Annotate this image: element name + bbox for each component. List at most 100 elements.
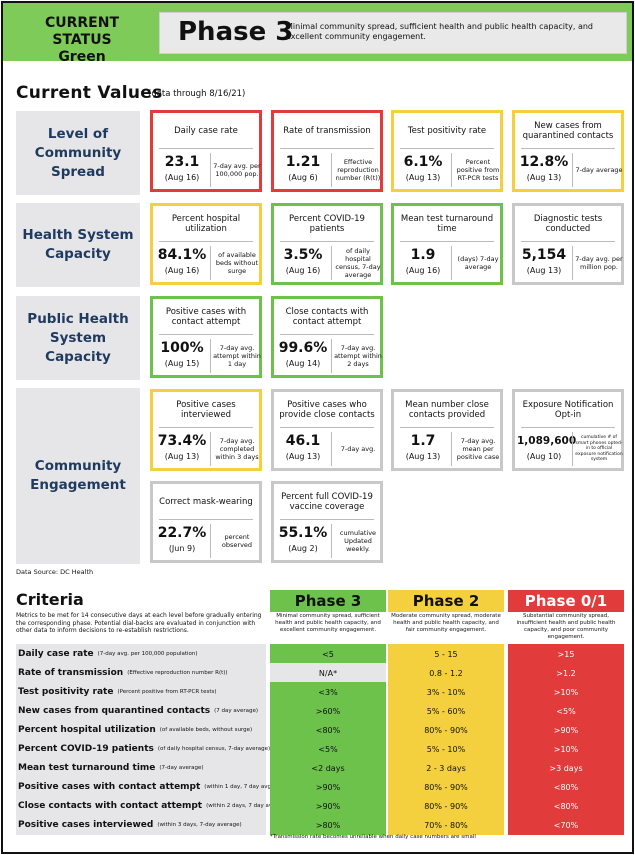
criteria-label: Percent hospital utilization (of availabl… (16, 720, 266, 740)
card-exposure-notification: Exposure Notification Opt-in 1,089,600 (… (512, 389, 624, 471)
criteria-row: New cases from quarantined contacts (7 da… (16, 701, 624, 721)
card-title: Percent COVID-19 patients (289, 214, 365, 234)
card-title: Percent full COVID-19 vaccine coverage (281, 492, 373, 512)
phase-2-threshold: 80% - 90% (388, 777, 504, 797)
criteria-metric: Percent COVID-19 patients (18, 744, 154, 754)
data-through-note: (data through 8/16/21) (148, 89, 246, 99)
card-value: 1.9 (410, 247, 436, 263)
phase-0-1-header: Phase 0/1 (508, 590, 624, 612)
card-value: 1.21 (285, 154, 321, 170)
card-diagnostic-tests: Diagnostic tests conducted 5,154 (Aug 13… (512, 203, 624, 285)
divider (210, 432, 211, 466)
phase-3-threshold: N/A* (270, 663, 386, 683)
card-title: Positive cases interviewed (176, 400, 236, 420)
phase-2-threshold: 5% - 10% (388, 739, 504, 759)
criteria-metric: Percent hospital utilization (18, 725, 156, 735)
card-title: Rate of transmission (283, 126, 371, 136)
card-value: 23.1 (164, 154, 200, 170)
criteria-row: Rate of transmission (Effective reproduct… (16, 663, 624, 683)
phase-3-threshold: <5% (270, 739, 386, 759)
divider (572, 153, 573, 187)
card-title: New cases from quarantined contacts (522, 121, 614, 141)
card-title: Positive cases who provide close contact… (279, 400, 375, 420)
divider (210, 246, 211, 280)
criteria-title: Criteria (16, 590, 84, 609)
criteria-label: Percent COVID-19 patients (of daily hospi… (16, 739, 270, 759)
card-description: (days) 7-day average (457, 255, 499, 271)
group-community-spread: Level of Community Spread (16, 111, 140, 195)
card-description: Percent positive from RT-PCR tests (456, 158, 500, 182)
phase-3-threshold: <5 (270, 644, 386, 664)
divider (451, 153, 452, 187)
criteria-qualifier: (Percent positive from RT-PCR tests) (117, 689, 217, 695)
phase-3-threshold: >60% (270, 701, 386, 721)
group-public-health: Public Health System Capacity (16, 296, 140, 380)
card-contact-attempt: Positive cases with contact attempt 100%… (150, 296, 262, 378)
card-date: (Aug 13) (526, 266, 562, 275)
card-value: 12.8% (519, 154, 569, 170)
criteria-metric: New cases from quarantined contacts (18, 706, 211, 716)
divider (521, 148, 615, 149)
divider (210, 153, 211, 187)
phase-2-threshold: 0.8 - 1.2 (388, 663, 504, 683)
criteria-qualifier: (of daily hospital census, 7-day average… (157, 746, 271, 752)
card-description: Effective reproduction number (R(t)) (335, 158, 381, 182)
divider (331, 339, 332, 373)
phase-3-threshold: <80% (270, 720, 386, 740)
card-title: Close contacts with contact attempt (285, 307, 369, 327)
phase-0-1-threshold: <80% (508, 796, 624, 816)
criteria-metric: Test positivity rate (18, 687, 114, 697)
phase-3-threshold: >90% (270, 796, 386, 816)
divider (159, 519, 253, 520)
card-date: (Aug 13) (285, 452, 321, 461)
divider (210, 524, 211, 558)
divider (400, 427, 494, 428)
criteria-row: Close contacts with contact attempt (with… (16, 796, 624, 816)
phase-description: Minimal community spread, sufficient hea… (286, 22, 593, 41)
card-close-contacts-attempt: Close contacts with contact attempt 99.6… (271, 296, 383, 378)
phase-0-1-threshold: >1.2 (508, 663, 624, 683)
card-description: cumulative # of smart phones opted-in to… (575, 435, 623, 463)
criteria-metric: Close contacts with contact attempt (18, 801, 203, 811)
card-value: 55.1% (278, 525, 328, 541)
card-mean-close-contacts: Mean number close contacts provided 1.7 … (391, 389, 503, 471)
phase-3-threshold: >80% (270, 815, 386, 835)
card-description: 7-day avg. per 100,000 pop. (213, 162, 261, 178)
data-source: Data Source: DC Health (16, 568, 94, 576)
phase-2-threshold: 80% - 90% (388, 720, 504, 740)
phase-2-threshold: 5 - 15 (388, 644, 504, 664)
criteria-label: Close contacts with contact attempt (with… (16, 796, 280, 816)
phase-2-threshold: 70% - 80% (388, 815, 504, 835)
card-title: Test positivity rate (407, 126, 487, 136)
phase-3-header: Phase 3 (270, 590, 386, 612)
divider (331, 153, 332, 187)
phase-0-1-threshold: <70% (508, 815, 624, 835)
divider (159, 241, 253, 242)
card-date: (Aug 16) (164, 266, 200, 275)
card-description: percent observed (221, 533, 253, 549)
card-value: 73.4% (157, 433, 207, 449)
card-title: Mean number close contacts provided (405, 400, 489, 420)
divider (159, 427, 253, 428)
card-value: 1.7 (410, 433, 436, 449)
card-mask-wearing: Correct mask-wearing 22.7% (Jun 9) perce… (150, 481, 262, 563)
phase-0-1-threshold: >10% (508, 739, 624, 759)
card-date: (Aug 14) (285, 359, 321, 368)
card-date: (Aug 16) (285, 266, 321, 275)
divider (400, 148, 494, 149)
card-title: Mean test turnaround time (400, 214, 494, 234)
divider (280, 519, 374, 520)
card-date: (Aug 6) (288, 173, 318, 182)
card-title: Percent hospital utilization (171, 214, 241, 234)
criteria-row: Positive cases interviewed (within 3 days… (16, 815, 624, 835)
card-provide-close-contacts: Positive cases who provide close contact… (271, 389, 383, 471)
criteria-metric: Positive cases interviewed (18, 820, 154, 830)
card-value: 1,089,600 (517, 435, 577, 447)
criteria-row: Daily case rate (7-day avg. per 100,000 p… (16, 644, 624, 664)
card-title: Correct mask-wearing (159, 497, 253, 507)
card-description: 7-day average (575, 166, 623, 174)
phase-3-threshold: >90% (270, 777, 386, 797)
criteria-description: Metrics to be met for 14 consecutive day… (16, 612, 262, 634)
criteria-row: Mean test turnaround time (7-day average)… (16, 758, 624, 778)
